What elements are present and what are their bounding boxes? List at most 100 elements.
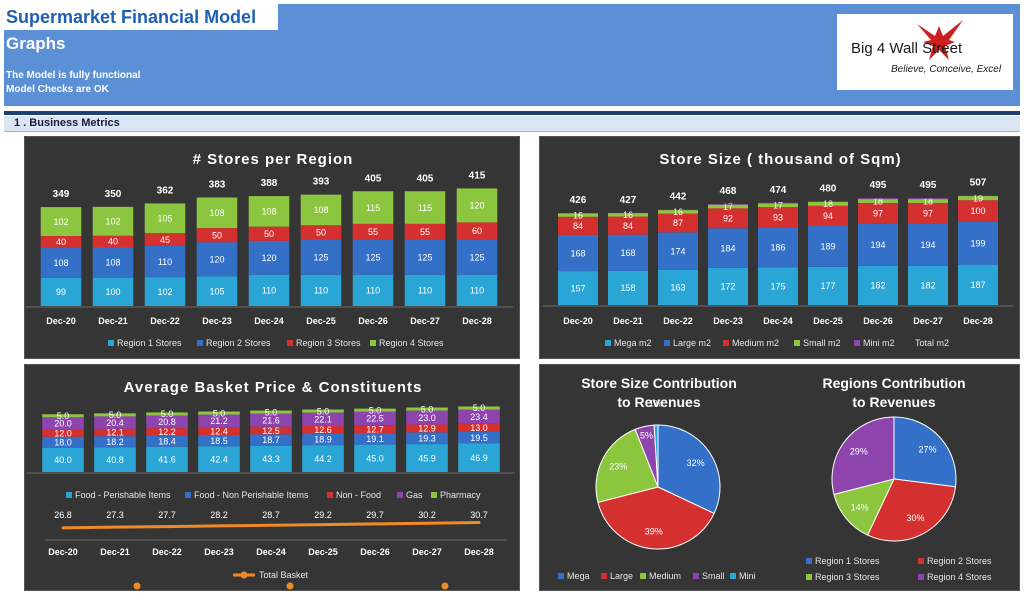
data-label: 21.6 — [262, 415, 280, 425]
total-label: 349 — [53, 189, 70, 200]
data-label: 17 — [723, 202, 733, 212]
data-label: 177 — [820, 281, 835, 291]
bar-non-food-dec-24 — [250, 426, 292, 435]
total-label: 350 — [105, 189, 122, 200]
data-label: 40.8 — [106, 455, 124, 465]
data-label: 18.0 — [54, 437, 72, 447]
x-tick-label: Dec-23 — [204, 547, 234, 557]
data-label: 125 — [313, 252, 328, 262]
data-label: 43.3 — [262, 454, 280, 464]
data-label: 172 — [720, 282, 735, 292]
header-banner: Supermarket Financial Model Graphs The M… — [4, 4, 1020, 106]
data-label: 16 — [623, 210, 633, 220]
data-label: 20.0 — [54, 419, 72, 429]
data-label: 45 — [160, 235, 170, 245]
data-label: 115 — [366, 203, 380, 213]
bar-pharmacy-dec-22 — [146, 412, 188, 416]
data-label: 18.2 — [106, 437, 124, 447]
bar-food-perishable-items-dec-23 — [198, 446, 240, 472]
legend-entry: Small — [702, 571, 725, 581]
bar-region-1-stores-dec-23 — [196, 276, 238, 306]
page-title: Supermarket Financial Model — [6, 7, 257, 27]
x-tick-label: Dec-21 — [613, 316, 643, 326]
section-divider — [4, 111, 1020, 115]
data-label: 189 — [820, 242, 835, 252]
bar-pharmacy-dec-25 — [302, 409, 344, 413]
data-label: 175 — [770, 281, 785, 291]
data-label: 120 — [261, 253, 276, 263]
data-label: 5.0 — [109, 410, 122, 420]
bar-food-perishable-items-dec-27 — [406, 444, 448, 472]
legend-swatch — [605, 340, 611, 346]
bar-region-4-stores-dec-22 — [144, 203, 186, 234]
line-data-label: 29.7 — [366, 510, 384, 520]
bar-non-food-dec-25 — [302, 425, 344, 434]
data-label: 18 — [923, 196, 933, 206]
bar-large-m2-dec-25 — [808, 226, 848, 267]
pie-data-label: 30% — [906, 513, 924, 523]
x-tick-label: Dec-22 — [152, 547, 182, 557]
pie-title-line: to Revenues — [617, 394, 700, 410]
bar-medium-m2-dec-27 — [908, 202, 948, 224]
legend-entry: Small m2 — [803, 338, 841, 348]
x-tick-label: Dec-27 — [412, 547, 442, 557]
bar-region-1-stores-dec-26 — [352, 274, 394, 306]
x-tick-label: Dec-22 — [663, 316, 693, 326]
data-label: 115 — [418, 203, 432, 213]
data-label: 18.7 — [262, 435, 280, 445]
data-label: 157 — [570, 283, 585, 293]
bar-gas-dec-22 — [146, 415, 188, 429]
legend-entry: Region 1 Stores — [117, 338, 182, 348]
bar-region-1-stores-dec-27 — [404, 274, 446, 306]
total-label: 415 — [469, 170, 486, 181]
legend-swatch — [806, 574, 812, 580]
bar-mega-m2-dec-24 — [758, 267, 798, 305]
data-label: 16 — [673, 207, 683, 217]
line-data-label: 28.7 — [262, 510, 280, 520]
pie-data-label: 32% — [687, 458, 705, 468]
legend-entry: Region 1 Stores — [815, 556, 880, 566]
bar-mini-m2-dec-26 — [858, 198, 898, 200]
bar-large-m2-dec-24 — [758, 227, 798, 268]
bar-food-non-perishable-items-dec-20 — [42, 436, 84, 448]
revenue-pies-chart: Store Size Contribution to Revenues 32% 39%… — [558, 375, 992, 582]
data-label: 18.5 — [210, 436, 228, 446]
bar-small-m2-dec-27 — [908, 199, 948, 203]
data-label: 97 — [873, 209, 883, 219]
bar-region-3-stores-dec-25 — [300, 225, 342, 240]
legend-entry: Mini — [739, 571, 756, 581]
bar-food-non-perishable-items-dec-22 — [146, 435, 188, 447]
legend-swatch — [854, 340, 860, 346]
bar-food-perishable-items-dec-28 — [458, 443, 500, 472]
data-label: 5.0 — [57, 411, 70, 421]
line-data-label: 27.3 — [106, 510, 124, 520]
data-label: 16 — [573, 210, 583, 220]
bar-medium-m2-dec-20 — [558, 216, 598, 235]
page-subtitle: Graphs — [6, 34, 66, 53]
data-label: 110 — [314, 286, 328, 296]
total-label: 405 — [365, 173, 382, 184]
data-label: 45.0 — [366, 454, 384, 464]
bar-non-food-dec-27 — [406, 424, 448, 433]
data-label: 102 — [105, 217, 120, 227]
model-checks-line: Model Checks are OK — [6, 84, 109, 95]
pie-data-label: 27% — [918, 444, 936, 454]
pie-slice-mega — [657, 424, 721, 515]
bar-region-1-stores-dec-28 — [456, 274, 498, 306]
pie-slice-region-4-stores — [831, 416, 895, 496]
legend-entry: Food - Non Perishable Items — [194, 490, 309, 500]
bar-pharmacy-dec-23 — [198, 411, 240, 415]
line-marker — [286, 582, 294, 590]
data-label: 110 — [418, 286, 432, 296]
legend-swatch — [431, 492, 437, 498]
bar-non-food-dec-28 — [458, 423, 500, 432]
data-label: 163 — [670, 283, 685, 293]
bar-food-non-perishable-items-dec-26 — [354, 433, 396, 445]
line-data-label: 28.2 — [210, 510, 228, 520]
data-label: 194 — [920, 240, 935, 250]
data-label: 17 — [773, 200, 783, 210]
data-label: 187 — [970, 280, 985, 290]
bar-gas-dec-21 — [94, 416, 136, 429]
data-label: 100 — [970, 206, 985, 216]
